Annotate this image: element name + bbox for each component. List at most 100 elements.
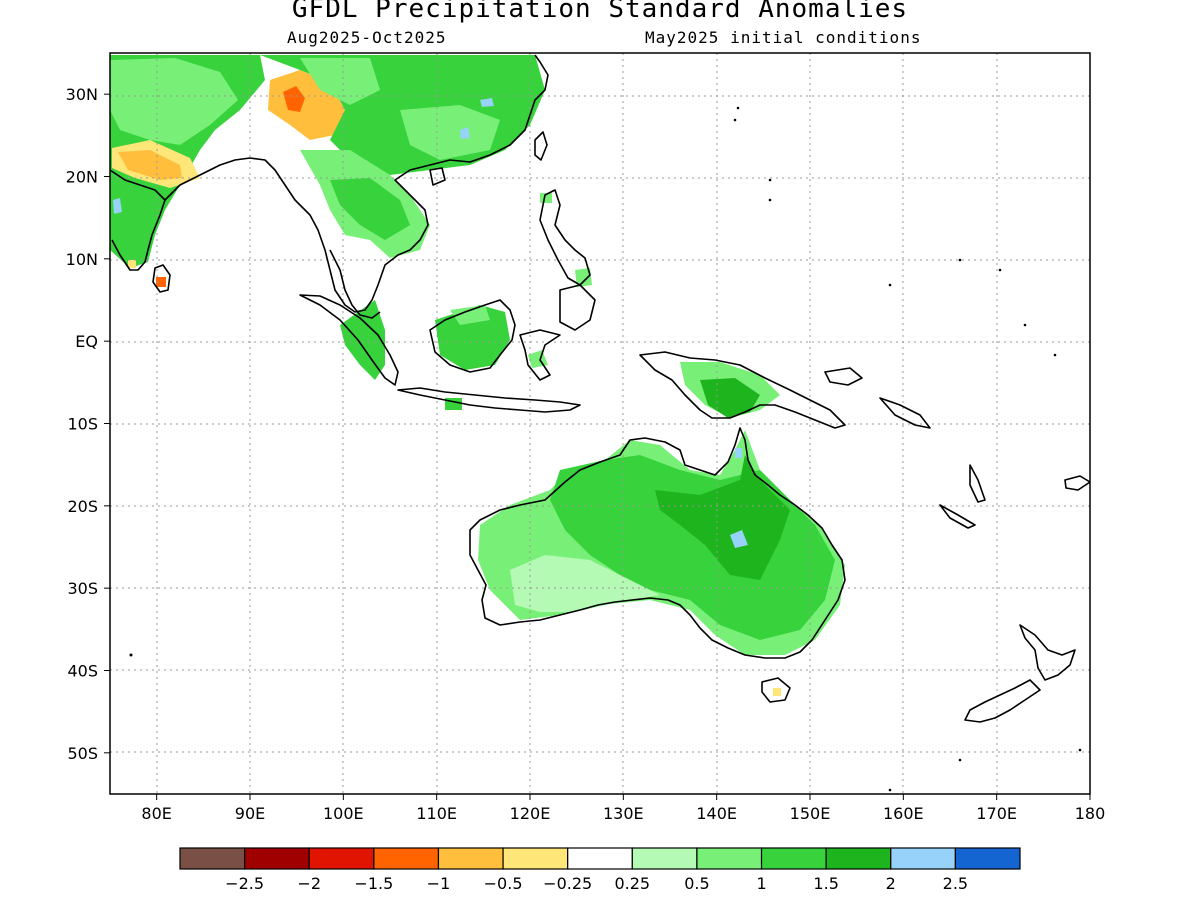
lat-tick-label: 10N <box>66 250 98 269</box>
axis-ticks: 30N 20N 10N EQ 10S 20S 30S 40S 50S 80E 90E 100E 110E… <box>66 85 1106 823</box>
coast-malay-peninsula <box>329 249 381 319</box>
coast-sulawesi <box>519 329 561 381</box>
colorbar-swatch <box>308 847 375 870</box>
colorbar: −2.5 −2 −1.5 −1 −0.5 −0.25 0.25 0.5 1 1.5 2 2.5 <box>179 847 1021 893</box>
colorbar-swatch <box>631 847 698 870</box>
anomaly-tasmania <box>773 688 781 696</box>
island-dots <box>129 106 1082 792</box>
coast-india <box>110 169 166 271</box>
colorbar-swatch <box>760 847 827 870</box>
anomaly-australia-east <box>655 455 790 580</box>
colorbar-swatch <box>825 847 892 870</box>
coast-hainan <box>429 167 446 186</box>
coast-taiwan <box>534 131 548 161</box>
anomaly-china-blue2 <box>460 127 470 139</box>
anomaly-india-north-light <box>110 58 238 145</box>
lon-tick-label: 80E <box>141 804 171 823</box>
coast-new-guinea <box>639 351 846 429</box>
coast-sri-lanka <box>152 264 171 293</box>
anomaly-new-guinea-dark <box>700 378 760 418</box>
colorbar-swatch <box>567 847 633 870</box>
forecast-period: Aug2025-Oct2025 <box>287 28 447 47</box>
anomaly-cape-york-blue <box>735 448 742 458</box>
coast-vanuatu <box>969 464 986 503</box>
coast-mindanao <box>559 284 596 331</box>
colorbar-label: 0.25 <box>614 874 650 893</box>
colorbar-label: −2 <box>297 874 321 893</box>
colorbar-label: −0.5 <box>484 874 523 893</box>
lon-tick-label: 120E <box>510 804 551 823</box>
lat-tick-label: 30S <box>67 579 98 598</box>
coast-borneo <box>429 299 516 373</box>
colorbar-label: −1.5 <box>354 874 393 893</box>
coast-new-britain <box>824 367 863 386</box>
lon-tick-label: 140E <box>696 804 737 823</box>
lon-tick-label: 160E <box>883 804 924 823</box>
lat-tick-label: 20S <box>67 497 98 516</box>
lon-tick-label: 150E <box>790 804 831 823</box>
lat-tick-label: 20N <box>66 168 98 187</box>
colorbar-swatch <box>179 847 246 870</box>
initial-conditions: May2025 initial conditions <box>645 28 922 47</box>
lat-tick-label: 30N <box>66 85 98 104</box>
colorbar-label: 2.5 <box>943 874 968 893</box>
colorbar-swatch <box>437 847 504 870</box>
lon-tick-label: 180 <box>1075 804 1106 823</box>
colorbar-label: −1 <box>427 874 451 893</box>
colorbar-swatch <box>954 847 1021 870</box>
lon-tick-label: 100E <box>323 804 364 823</box>
colorbar-swatch <box>696 847 763 870</box>
anomaly-borneo <box>435 305 510 370</box>
anomaly-china-light <box>300 58 380 105</box>
anomaly-india-south <box>128 260 136 268</box>
coast-fiji <box>1064 475 1090 491</box>
lat-lon-grid <box>110 53 1090 794</box>
coast-solomons <box>879 397 931 429</box>
anomaly-borneo-light <box>450 305 490 325</box>
lat-tick-label: 40S <box>67 662 98 681</box>
coast-sumatra <box>299 294 399 386</box>
anomaly-sri-lanka <box>156 277 166 287</box>
coast-australia <box>469 427 846 659</box>
anomaly-china-light2 <box>400 105 500 160</box>
colorbar-swatch <box>502 847 569 870</box>
coast-java <box>397 387 581 413</box>
coast-tasmania <box>761 677 791 703</box>
map-title: GFDL Precipitation Standard Anomalies <box>291 0 909 24</box>
anomaly-china-blue1 <box>480 98 494 107</box>
anomaly-mindanao <box>540 193 552 203</box>
lon-tick-label: 130E <box>603 804 644 823</box>
lon-tick-label: 90E <box>235 804 265 823</box>
colorbar-label: 0.5 <box>684 874 709 893</box>
coast-nz-south <box>964 679 1041 723</box>
anomaly-shading <box>110 55 845 696</box>
lon-tick-label: 170E <box>976 804 1017 823</box>
anomaly-himalaya-peak <box>283 86 305 112</box>
lat-tick-label: 10S <box>67 415 98 434</box>
plot-frame <box>109 52 1091 795</box>
coast-bay-of-bengal <box>164 157 331 271</box>
colorbar-swatch <box>244 847 310 870</box>
lon-tick-label: 110E <box>416 804 457 823</box>
coast-indochina <box>329 54 549 313</box>
anomaly-india-blue <box>113 198 122 214</box>
colorbar-label: 1.5 <box>813 874 838 893</box>
anomaly-sulawesi <box>528 350 548 368</box>
lat-tick-label: 50S <box>67 744 98 763</box>
anomaly-australia-light <box>510 555 660 612</box>
anomaly-philippines <box>575 268 592 287</box>
coast-nz-north <box>1019 624 1076 681</box>
colorbar-label: −0.25 <box>543 874 592 893</box>
anomaly-india-north-orange <box>118 150 182 180</box>
colorbar-swatch <box>373 847 440 870</box>
colorbar-label: −2.5 <box>225 874 264 893</box>
anomaly-se-asia-dark <box>330 178 410 240</box>
anomaly-queensland-blue <box>730 530 748 548</box>
colorbar-label: 1 <box>756 874 766 893</box>
coastlines <box>110 54 1090 723</box>
coast-new-caledonia <box>939 504 976 529</box>
colorbar-label: 2 <box>886 874 896 893</box>
coast-philippines <box>539 189 591 286</box>
anomaly-sumatra <box>340 300 385 380</box>
